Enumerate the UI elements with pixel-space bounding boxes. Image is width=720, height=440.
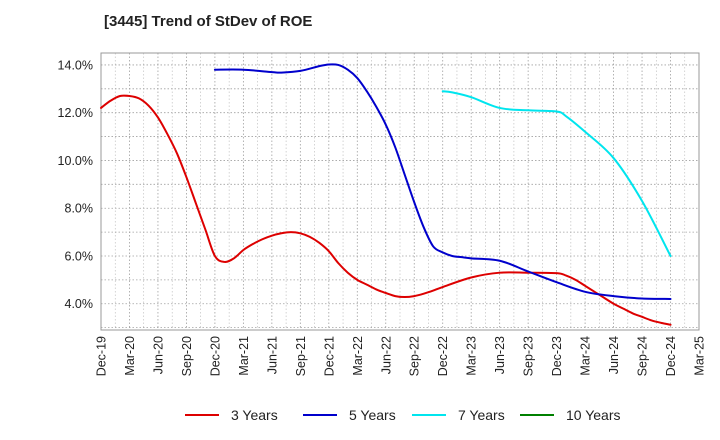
x-tick-label: Sep-21	[294, 336, 308, 376]
x-tick-label: Jun-23	[493, 336, 507, 374]
series-line-3-years	[100, 94, 672, 326]
x-tick-label: Sep-20	[180, 336, 194, 376]
x-tick-label: Mar-22	[351, 336, 365, 376]
legend-swatch-7-years	[412, 414, 446, 416]
legend-swatch-5-years	[303, 414, 337, 416]
x-tick-label: Jun-22	[379, 336, 393, 374]
x-tick-label: Mar-24	[579, 336, 593, 376]
series-line-5-years	[213, 63, 672, 300]
x-tick-label: Dec-21	[322, 336, 336, 376]
legend-label: 7 Years	[458, 407, 505, 423]
legend-label: 5 Years	[349, 407, 396, 423]
legend-item-5-years: 5 Years	[303, 404, 396, 426]
chart-title: [3445] Trend of StDev of ROE	[104, 13, 313, 30]
legend-label: 10 Years	[566, 407, 621, 423]
legend-item-10-years: 10 Years	[520, 404, 621, 426]
x-tick-label: Jun-21	[265, 336, 279, 374]
x-tick-label: Jun-20	[151, 336, 165, 374]
legend-item-3-years: 3 Years	[185, 404, 278, 426]
y-tick-label: 10.0%	[58, 154, 93, 168]
plot-area-frame	[100, 52, 700, 331]
y-tick-label: 12.0%	[58, 106, 93, 120]
x-tick-label: Sep-23	[522, 336, 536, 376]
y-tick-label: 14.0%	[58, 58, 93, 72]
x-tick-label: Mar-25	[693, 336, 707, 376]
y-tick-label: 4.0%	[65, 297, 94, 311]
y-tick-label: 8.0%	[65, 202, 94, 216]
grid-lines	[100, 53, 700, 330]
x-tick-label: Dec-20	[208, 336, 222, 376]
y-tick-label: 6.0%	[65, 249, 94, 263]
x-tick-label: Mar-20	[123, 336, 137, 376]
x-tick-label: Mar-21	[237, 336, 251, 376]
legend-label: 3 Years	[231, 407, 278, 423]
x-tick-label: Dec-23	[550, 336, 564, 376]
y-axis-tick-labels: 4.0% 6.0% 8.0% 10.0% 12.0% 14.0%	[58, 58, 93, 311]
x-tick-label: Jun-24	[607, 336, 621, 374]
x-tick-label: Sep-22	[408, 336, 422, 376]
legend-swatch-10-years	[520, 414, 554, 416]
x-tick-label: Dec-22	[436, 336, 450, 376]
series-lines	[100, 63, 672, 326]
series-line-7-years	[441, 90, 672, 257]
legend-swatch-3-years	[185, 414, 219, 416]
x-tick-label: Sep-24	[636, 336, 650, 376]
x-tick-label: Mar-23	[465, 336, 479, 376]
chart-legend: 3 Years 5 Years 7 Years 10 Years	[0, 404, 720, 426]
x-tick-label: Dec-19	[95, 336, 109, 376]
legend-item-7-years: 7 Years	[412, 404, 505, 426]
x-axis-tick-labels: Dec-19 Mar-20 Jun-20 Sep-20 Dec-20 Mar-21 Jun-…	[95, 336, 707, 376]
x-tick-label: Dec-24	[664, 336, 678, 376]
